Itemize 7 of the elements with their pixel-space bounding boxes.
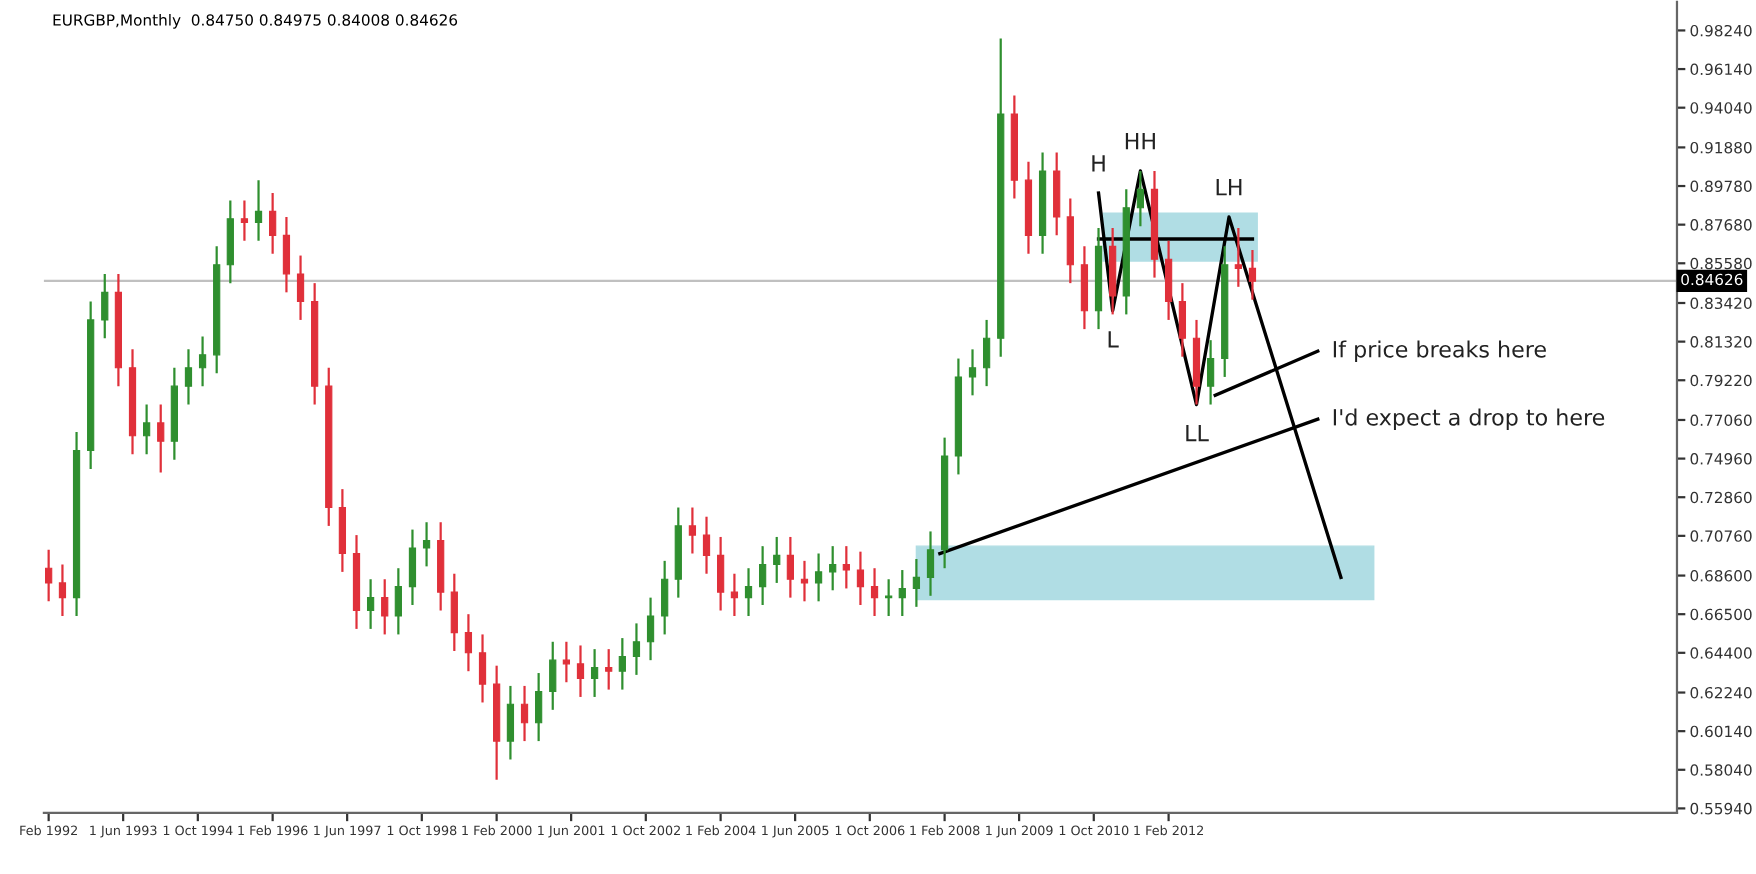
annotation: LH bbox=[1216, 179, 1242, 196]
annotation: L bbox=[1108, 331, 1119, 348]
annotation: I'd expect a drop to here bbox=[1333, 408, 1605, 430]
annotation: HH bbox=[1125, 133, 1155, 150]
annotation: LL bbox=[1186, 425, 1209, 442]
annotation: If price breaks here bbox=[1333, 340, 1546, 362]
annotation: H bbox=[1092, 155, 1105, 172]
